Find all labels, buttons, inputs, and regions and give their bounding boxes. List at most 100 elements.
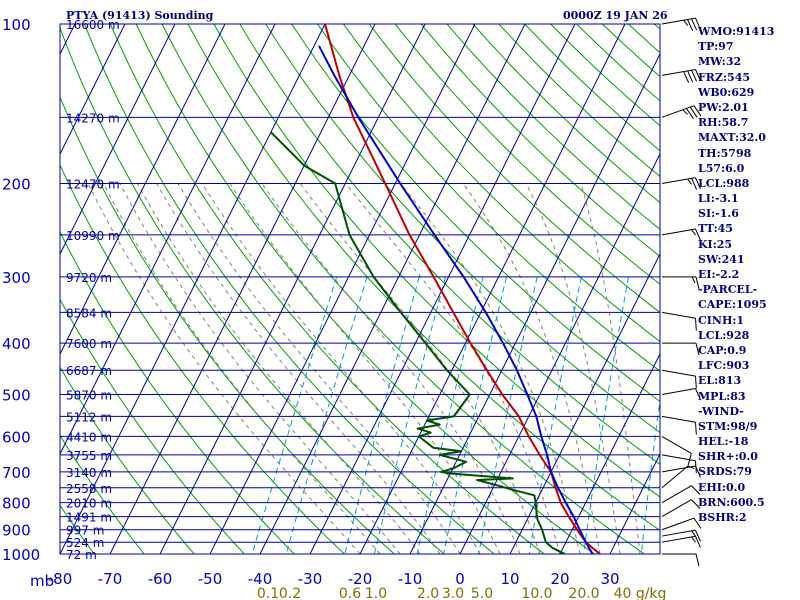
temperature-profile <box>324 24 601 554</box>
stat-line: SRDS:79 <box>698 465 752 479</box>
stat-line: MW:32 <box>698 55 742 69</box>
wind-barb-shaft <box>661 369 696 377</box>
pressure-tick-label: 200 <box>2 176 31 194</box>
stat-line: LI:-3.1 <box>698 192 739 206</box>
wind-barb-flag-full <box>695 177 701 190</box>
wind-barb-flag-full <box>695 17 701 30</box>
temperature-tick-label: -20 <box>348 570 373 588</box>
wind-barb-flag-full <box>691 69 698 82</box>
mixing-ratio-label: 40 g/kg <box>614 586 667 600</box>
isotherm <box>109 23 376 555</box>
stat-line: TT:45 <box>698 222 733 236</box>
stat-line: LCL:988 <box>698 176 750 190</box>
mixing-ratio-label: 10.0 <box>521 586 552 600</box>
height-label: 16600 m <box>66 18 120 32</box>
wind-barb-flag-full <box>695 228 701 241</box>
moist-adiabat <box>580 183 641 554</box>
wind-barb-shaft <box>661 499 692 518</box>
wind-barb-flag-full <box>694 318 697 331</box>
height-label: 3755 m <box>66 449 112 463</box>
height-label: 5870 m <box>66 388 112 402</box>
wind-barb-shaft <box>661 535 696 543</box>
wind-barb-flag-full <box>686 108 694 119</box>
pressure-tick-label: 100 <box>2 16 31 34</box>
height-label: 5112 m <box>66 410 112 424</box>
temperature-tick-label: -10 <box>398 570 423 588</box>
height-label: 6687 m <box>66 364 112 378</box>
height-label: 12470 m <box>66 178 120 192</box>
wind-barb-flag-full <box>691 485 701 495</box>
height-label: 10990 m <box>66 229 120 243</box>
stat-line: WMO:91413 <box>698 25 775 38</box>
stat-line: TH:5798 <box>698 146 752 160</box>
height-label: 524 m <box>66 536 104 550</box>
isotherm <box>59 23 276 455</box>
stat-line: STM:98/9 <box>698 419 758 433</box>
pressure-tick-label: 800 <box>2 495 31 513</box>
moist-adiabat <box>345 183 561 554</box>
wind-barb-flag-full <box>695 553 700 567</box>
parcel-profile <box>318 45 594 554</box>
wind-barb-shaft <box>661 388 696 395</box>
isotherm <box>359 23 626 555</box>
wind-barb-flag-half <box>691 536 696 543</box>
grid-layer <box>59 23 661 555</box>
stat-line: FRZ:545 <box>698 70 751 84</box>
stat-line: MAXT:32.0 <box>698 131 766 145</box>
pressure-tick-label: 1000 <box>2 546 40 564</box>
wind-barb-flag-full <box>693 105 702 117</box>
height-label: 72 m <box>66 548 97 562</box>
stat-line: TP:97 <box>698 40 734 54</box>
wind-barb-flag-full <box>689 106 698 118</box>
wind-barb-flag-half <box>687 178 693 185</box>
pressure-tick-label: 700 <box>2 464 31 482</box>
wind-barb-shaft <box>661 465 689 489</box>
stat-line: MPL:83 <box>698 389 746 403</box>
wind-barb-flag-full <box>695 342 700 356</box>
stat-line: L57:6.0 <box>698 161 745 175</box>
wind-barb-shaft <box>661 311 696 319</box>
pressure-tick-label: 900 <box>2 522 31 540</box>
height-label: 2010 m <box>66 497 112 511</box>
mixing-ratio-label: 20.0 <box>568 586 599 600</box>
sounding-time: 0000Z 19 JAN 26 <box>563 9 668 22</box>
stat-line: SI:-1.6 <box>698 207 739 221</box>
height-label: 4410 m <box>66 430 112 444</box>
stat-line: CAPE:1095 <box>698 298 767 312</box>
wind-barb-shaft <box>661 17 696 25</box>
temperature-tick-label: 0 <box>455 570 465 588</box>
wind-barb-shaft <box>661 68 696 76</box>
temperature-tick-label: -40 <box>248 570 273 588</box>
stat-line: BSHR:2 <box>698 511 747 524</box>
stat-line: RH:58.7 <box>698 116 749 130</box>
wind-barb-shaft <box>661 485 692 504</box>
wind-barb-flag-full <box>695 536 701 548</box>
wind-barb-flag-half <box>682 109 688 115</box>
pressure-tick-label: 400 <box>2 335 31 353</box>
wind-barb-flag-full <box>687 19 694 31</box>
stat-line: -WIND- <box>698 404 744 418</box>
height-label: 3140 m <box>66 466 112 480</box>
mixing-ratio-label: 2.0 <box>417 586 439 600</box>
wind-barb-flag-full <box>694 460 697 474</box>
pressure-tick-label: 500 <box>2 386 31 404</box>
isotherm <box>459 153 661 555</box>
stat-line: CINH:1 <box>698 313 745 327</box>
wind-barb-shaft <box>661 177 696 185</box>
isotherm <box>59 23 176 255</box>
wind-barb-flag-full <box>691 178 698 190</box>
stat-line: CAP:0.9 <box>698 343 747 357</box>
pressure-unit-label: mb <box>30 572 54 590</box>
stat-line: KI:25 <box>698 237 733 251</box>
moist-adiabat <box>261 183 521 554</box>
mixing-ratio-label: 3.0 <box>442 586 464 600</box>
wind-barb-shaft <box>661 529 696 537</box>
height-label: 2558 m <box>66 482 112 496</box>
moist-adiabat <box>103 183 381 554</box>
height-label: 9720 m <box>66 271 112 285</box>
wind-barb-shaft <box>661 465 696 473</box>
temperature-tick-label: 30 <box>600 570 619 588</box>
